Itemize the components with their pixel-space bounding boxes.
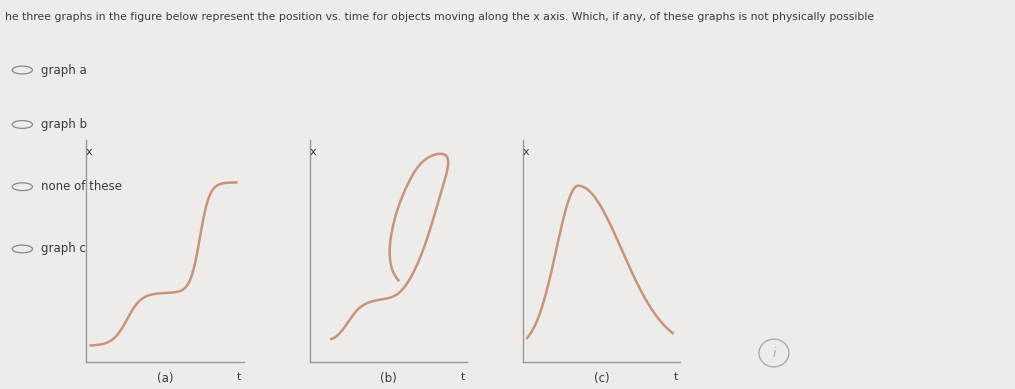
- Text: x: x: [86, 147, 92, 156]
- Text: (b): (b): [380, 372, 397, 385]
- Text: (c): (c): [594, 372, 609, 385]
- Text: (a): (a): [156, 372, 174, 385]
- Text: t: t: [238, 371, 242, 382]
- Text: i: i: [772, 347, 775, 360]
- Text: x: x: [310, 147, 316, 156]
- Text: graph c: graph c: [41, 242, 85, 256]
- Text: he three graphs in the figure below represent the position vs. time for objects : he three graphs in the figure below repr…: [5, 12, 874, 22]
- Text: graph b: graph b: [41, 118, 86, 131]
- Text: none of these: none of these: [41, 180, 122, 193]
- Text: x: x: [523, 147, 529, 156]
- Text: graph a: graph a: [41, 63, 86, 77]
- Text: t: t: [461, 371, 465, 382]
- Text: t: t: [674, 371, 678, 382]
